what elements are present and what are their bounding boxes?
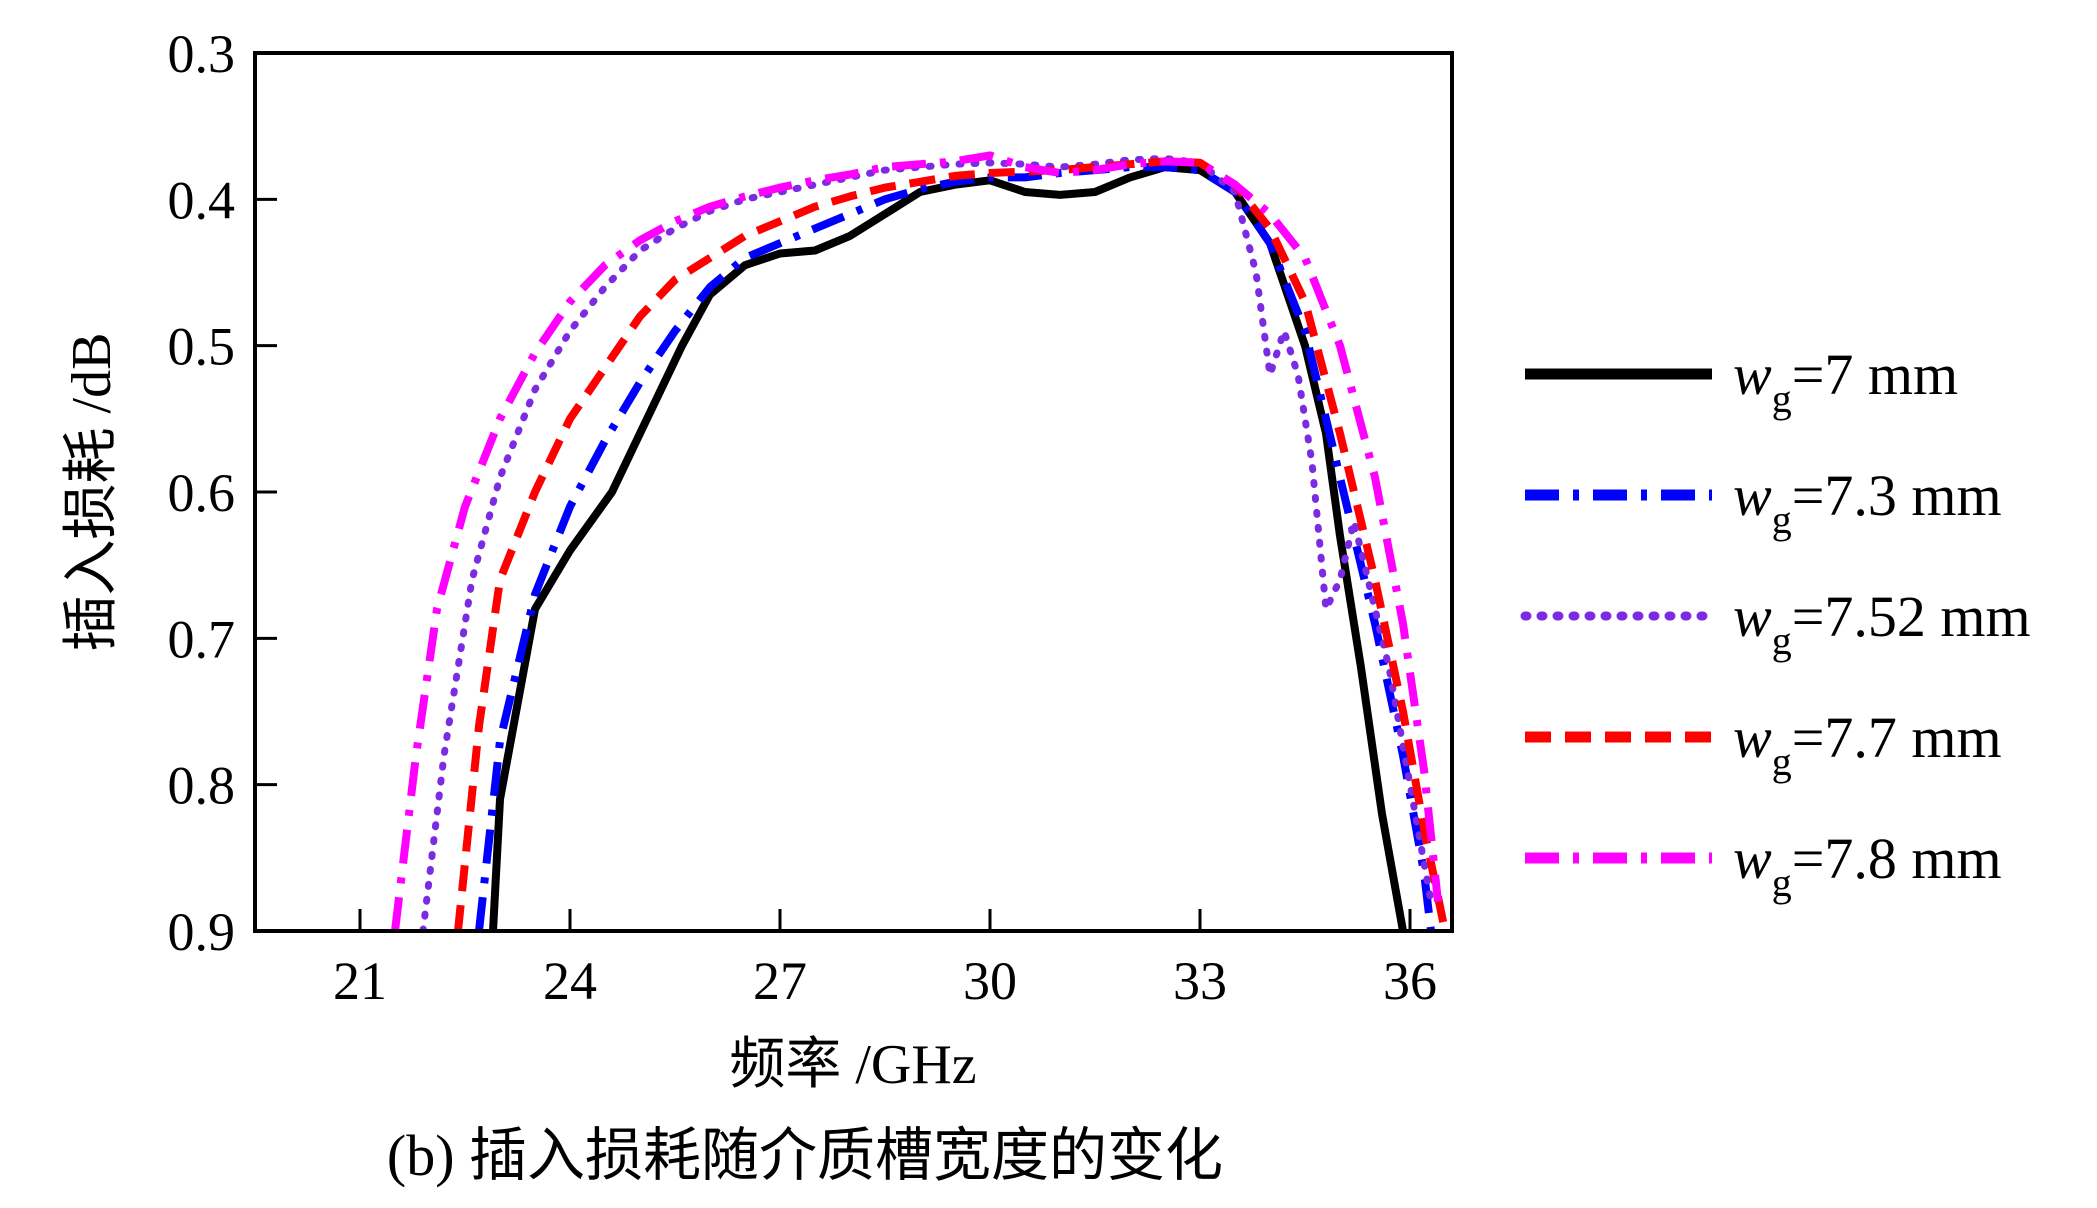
y-tick-label: 0.6 [168, 463, 236, 523]
y-axis-title: 插入损耗 /dB [61, 333, 123, 652]
y-tick-label: 0.8 [168, 756, 236, 816]
y-tick-label: 0.5 [168, 317, 236, 377]
x-tick-label: 24 [543, 951, 597, 1011]
legend-label-3: wg=7.52 mm [1733, 584, 2031, 663]
tick-layer: 21 24 27 30 33 36 0.3 0.4 0.5 0.6 0.7 0.8 0.9 [168, 24, 1438, 1011]
series-line-3 [419, 154, 1435, 931]
y-tick-label: 0.3 [168, 24, 236, 84]
y-tick-label: 0.4 [168, 170, 236, 230]
y-tick-label: 0.7 [168, 609, 236, 669]
x-tick-label: 33 [1173, 951, 1227, 1011]
series-line-1 [489, 163, 1407, 931]
plot-frame [253, 51, 1454, 933]
legend: wg=7 mm wg=7.3 mm wg=7.52 mm wg=7.7 mm wg=7.… [1520, 342, 2031, 905]
legend-label-1: wg=7 mm [1733, 342, 1958, 421]
series-layer [391, 151, 1449, 931]
legend-label-5: wg=7.8 mm [1733, 826, 2002, 905]
series-line-2 [475, 163, 1435, 931]
legend-label-2: wg=7.3 mm [1733, 463, 2002, 542]
x-tick-label: 30 [963, 951, 1017, 1011]
series-line-4 [454, 157, 1449, 931]
x-tick-label: 21 [333, 951, 387, 1011]
x-tick-label: 36 [1383, 951, 1437, 1011]
y-tick-label: 0.9 [168, 902, 236, 962]
x-axis-title: 频率 /GHz [729, 1034, 976, 1096]
legend-label-4: wg=7.7 mm [1733, 705, 2002, 784]
x-tick-label: 27 [753, 951, 807, 1011]
figure-caption: (b) 插入损耗随介质槽宽度的变化 [387, 1123, 1223, 1188]
series-line-5 [391, 151, 1442, 931]
